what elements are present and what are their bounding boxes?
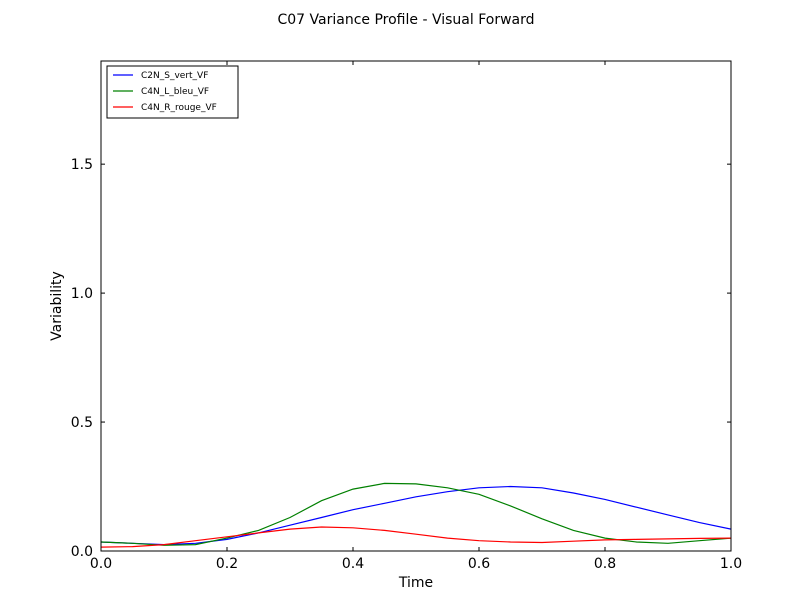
x-tick-label: 0.6 [468, 556, 490, 572]
x-tick-label: 0.4 [342, 556, 364, 572]
x-tick-label: 0.8 [594, 556, 616, 572]
legend-label-1: C4N_L_bleu_VF [141, 87, 209, 97]
plot-area [101, 61, 731, 551]
plot-frame [100, 60, 732, 552]
y-tick-label: 1.5 [71, 157, 93, 173]
series-line-2 [100, 526, 732, 548]
legend: C2N_S_vert_VF C4N_L_bleu_VF C4N_R_rouge_VF [106, 65, 239, 119]
series-layer [100, 482, 732, 548]
ticks-layer: 0.0 0.2 0.4 0.6 0.8 1.0 0.0 0.5 1.0 1.5 [71, 61, 742, 572]
legend-label-2: C4N_R_rouge_VF [141, 103, 217, 113]
x-tick-label: 1.0 [720, 556, 742, 572]
y-tick-label: 0.5 [71, 415, 93, 431]
y-axis-label: Variability [49, 271, 65, 341]
x-axis-label: Time [398, 575, 433, 591]
legend-label-0: C2N_S_vert_VF [141, 71, 208, 81]
series-line-1 [100, 482, 732, 546]
x-tick-label: 0.0 [90, 556, 112, 572]
y-tick-label: 1.0 [71, 286, 93, 302]
x-tick-label: 0.2 [216, 556, 238, 572]
y-tick-label: 0.0 [71, 544, 93, 560]
chart-title: C07 Variance Profile - Visual Forward [278, 12, 535, 28]
